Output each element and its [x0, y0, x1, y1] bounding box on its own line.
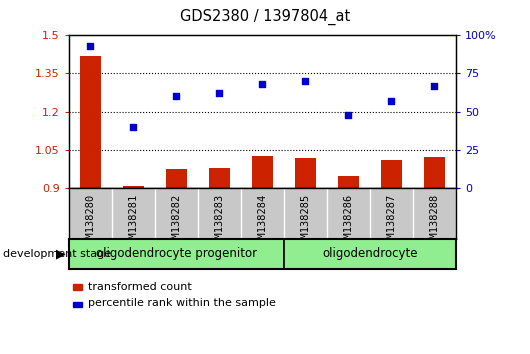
Text: GSM138284: GSM138284 [258, 194, 267, 250]
Text: GSM138287: GSM138287 [386, 194, 396, 250]
Point [215, 90, 224, 96]
Point [430, 83, 438, 88]
Text: GSM138281: GSM138281 [128, 194, 138, 250]
Text: percentile rank within the sample: percentile rank within the sample [88, 298, 276, 308]
Bar [252, 156, 273, 188]
Text: oligodendrocyte: oligodendrocyte [322, 247, 418, 261]
Text: GSM138280: GSM138280 [85, 194, 95, 250]
Point [301, 78, 310, 84]
Text: GSM138285: GSM138285 [301, 194, 311, 250]
Point [129, 124, 138, 130]
Bar [338, 176, 359, 188]
Bar [165, 169, 187, 188]
Bar [73, 302, 83, 307]
Point [172, 93, 181, 99]
Bar [73, 284, 83, 290]
Text: transformed count: transformed count [88, 282, 192, 292]
Bar [69, 239, 284, 269]
Text: GSM138283: GSM138283 [214, 194, 224, 250]
Bar [209, 168, 230, 188]
Text: GSM138282: GSM138282 [171, 194, 181, 250]
Bar [284, 239, 456, 269]
Point [258, 81, 267, 87]
Text: oligodendrocyte progenitor: oligodendrocyte progenitor [96, 247, 257, 261]
Text: ▶: ▶ [56, 247, 65, 261]
Point [387, 98, 395, 104]
Bar [80, 56, 101, 188]
Point [86, 43, 95, 49]
Bar [295, 158, 316, 188]
Bar [381, 160, 402, 188]
Text: development stage: development stage [3, 249, 111, 259]
Bar [423, 157, 445, 188]
Text: GDS2380 / 1397804_at: GDS2380 / 1397804_at [180, 9, 350, 25]
Text: GSM138288: GSM138288 [429, 194, 439, 250]
Text: GSM138286: GSM138286 [343, 194, 354, 250]
Point [344, 112, 352, 118]
Bar [122, 186, 144, 188]
